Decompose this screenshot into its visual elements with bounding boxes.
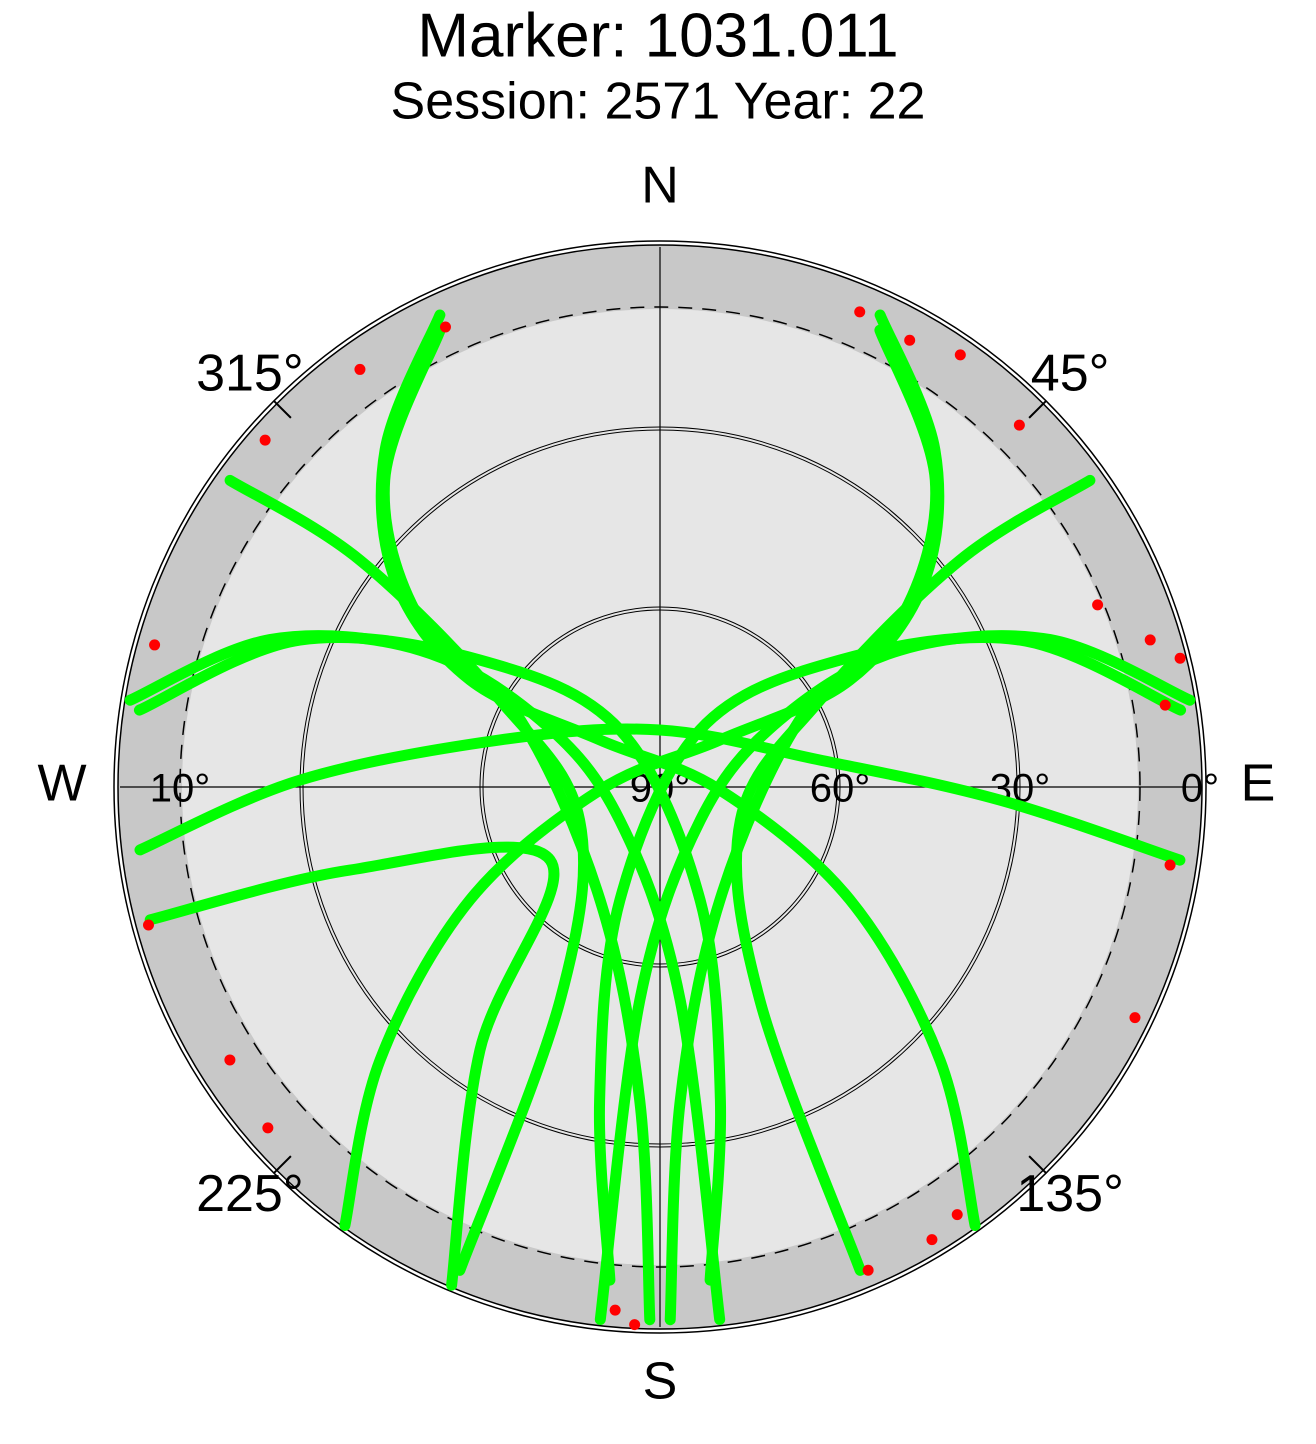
low-elevation-point [1174,652,1186,664]
low-elevation-point [1092,599,1104,611]
satellite-track [664,324,942,1326]
low-elevation-point [262,1122,274,1134]
low-elevation-point [1159,699,1171,711]
low-elevation-point [142,919,154,931]
satellite-track [378,324,656,1326]
low-elevation-point [439,321,451,333]
low-elevation-point [1164,859,1176,871]
low-elevation-point [149,639,161,651]
low-elevation-point [1129,1012,1141,1024]
elevation-label: 10° [150,767,211,811]
azimuth-label: 315° [196,345,304,403]
azimuth-tick [1028,1155,1047,1174]
low-elevation-point [609,1304,621,1316]
satellite-track [144,841,560,1291]
compass-label: N [641,157,679,215]
satellite-track [224,474,590,1276]
low-elevation-point [862,1264,874,1276]
azimuth-label: 225° [196,1165,304,1223]
compass-label: W [37,755,86,813]
low-elevation-point [854,306,866,318]
low-elevation-point [1144,634,1156,646]
satellite-track [134,723,1186,866]
elevation-label: 60° [810,767,871,811]
compass-label: E [1241,755,1276,813]
low-elevation-point [259,434,271,446]
azimuth-tick [1028,400,1047,419]
low-elevation-point [1013,419,1025,431]
chart-title: Marker: 1031.011 [417,1,898,70]
low-elevation-point [224,1054,236,1066]
low-elevation-point [904,334,916,346]
low-elevation-point [954,349,966,361]
outer-ring [113,240,1207,1334]
azimuth-tick [273,400,292,419]
azimuth-label: 45° [1031,345,1110,403]
compass-label: S [643,1353,678,1411]
azimuth-tick [273,1155,292,1174]
low-elevation-point [354,363,366,375]
low-elevation-point [926,1234,938,1246]
low-elevation-point [629,1319,641,1331]
satellite-track [730,474,1096,1276]
chart-subtitle: Session: 2571 Year: 22 [391,73,926,131]
elevation-label: 0° [1181,767,1219,811]
low-elevation-point [951,1209,963,1221]
azimuth-label: 135° [1016,1165,1124,1223]
